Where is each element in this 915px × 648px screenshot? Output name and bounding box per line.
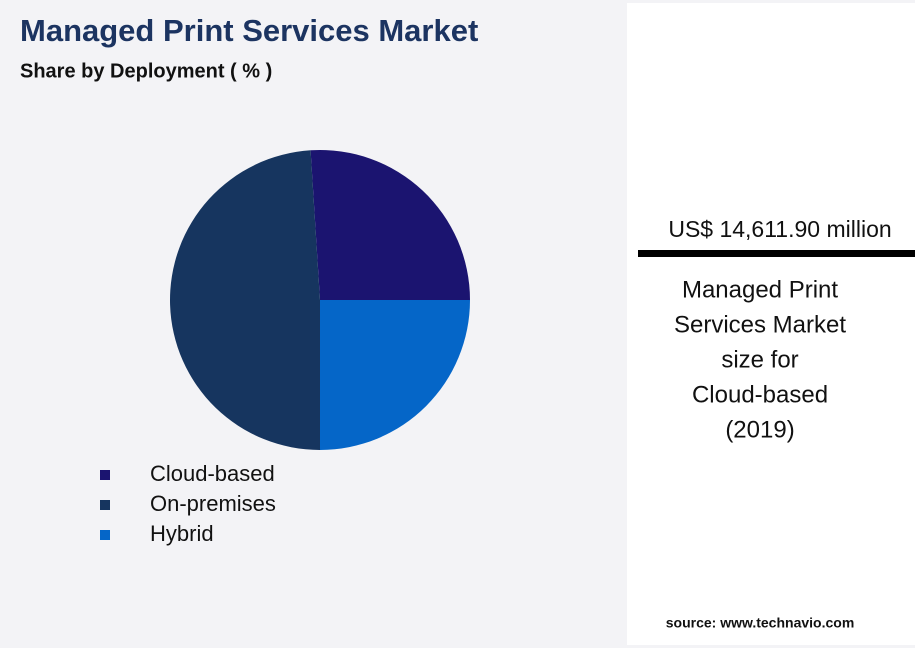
description-line: Services Market [674,311,846,338]
chart-title: Managed Print Services Market [20,13,478,48]
headline: US$ 14,611.90 million [668,216,891,242]
pie-slice [320,300,470,450]
info-panel [627,3,915,645]
source: source: www.technavio.com [666,615,855,631]
description-line: (2019) [725,416,794,443]
legend-label: On-premises [150,491,276,516]
legend-label: Cloud-based [150,461,275,486]
legend-swatch [100,530,110,540]
divider [638,250,915,257]
chart-subtitle: Share by Deployment ( % ) [20,60,272,82]
description-line: size for [721,346,798,373]
description-line: Managed Print [682,276,838,303]
legend-swatch [100,470,110,480]
legend-swatch [100,500,110,510]
pie-slice [310,150,470,300]
pie-slice [170,150,320,450]
legend-label: Hybrid [150,521,214,546]
description-line: Cloud-based [692,381,828,408]
